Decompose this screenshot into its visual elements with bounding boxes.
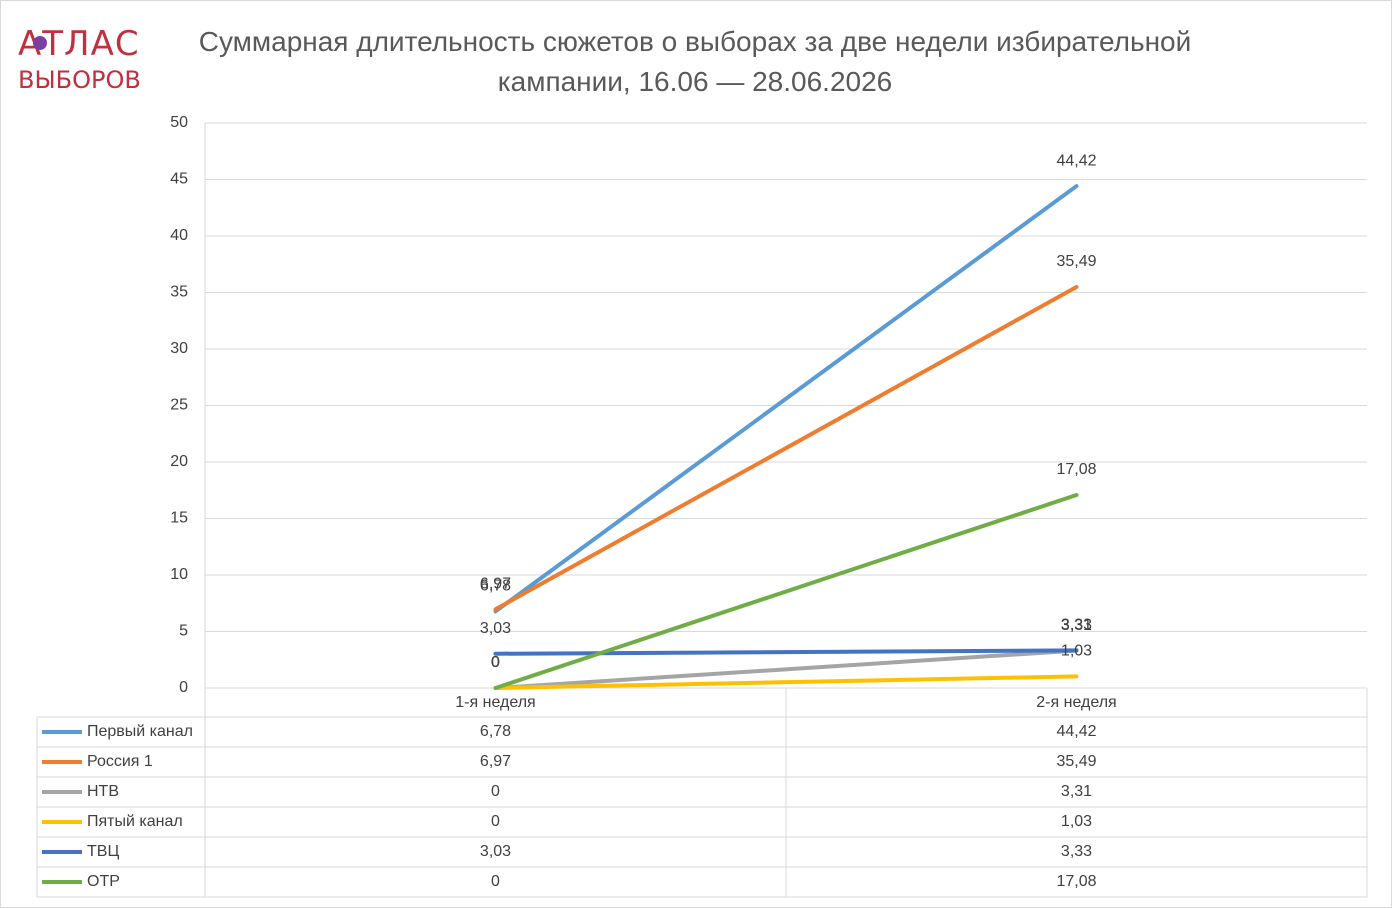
- logo-icon: [33, 36, 47, 50]
- legend-label: Россия 1: [87, 753, 153, 770]
- data-label: 0: [491, 654, 500, 671]
- series-line: [493, 648, 1079, 690]
- legend-label: Первый канал: [87, 723, 193, 740]
- y-tick-label: 15: [170, 510, 188, 527]
- legend-label: НТВ: [87, 783, 119, 800]
- series-line: [493, 648, 1079, 656]
- y-tick-label: 30: [170, 340, 188, 357]
- table-cell: 0: [491, 873, 500, 890]
- logo-bottom: ВЫБОРОВ: [18, 66, 141, 94]
- data-label: 3,03: [480, 620, 511, 637]
- table-cell: 0: [491, 783, 500, 800]
- series-line: [493, 284, 1079, 612]
- y-tick-label: 0: [179, 679, 188, 696]
- x-tick-label: 1-я неделя: [455, 694, 535, 711]
- table-cell: 0: [491, 813, 500, 830]
- data-label: 6,78: [480, 578, 511, 595]
- y-tick-label: 5: [179, 623, 188, 640]
- data-label: 0: [491, 654, 500, 671]
- data-label: 0: [491, 654, 500, 671]
- table-cell: 3,31: [1061, 783, 1092, 800]
- data-label: 17,08: [1056, 461, 1096, 478]
- y-tick-label: 10: [170, 566, 188, 583]
- table-cell: 6,78: [480, 723, 511, 740]
- table-cell: 3,33: [1061, 843, 1092, 860]
- series-line: [493, 674, 1079, 690]
- y-tick-label: 20: [170, 453, 188, 470]
- legend-label: ТВЦ: [87, 843, 119, 860]
- table-cell: 17,08: [1056, 873, 1096, 890]
- series-line: [493, 492, 1079, 690]
- legend-label: Пятый канал: [87, 813, 183, 830]
- data-label: 3,33: [1061, 617, 1092, 634]
- chart-title: Суммарная длительность сюжетов о выборах…: [198, 26, 1192, 97]
- data-label: 3,31: [1061, 617, 1092, 634]
- data-label: 1,03: [1061, 643, 1092, 660]
- table-cell: 6,97: [480, 753, 511, 770]
- y-tick-label: 50: [170, 114, 188, 131]
- data-label: 6,97: [480, 575, 511, 592]
- legend-label: ОТР: [87, 873, 120, 890]
- y-tick-label: 45: [170, 171, 188, 188]
- series-line: [493, 184, 1079, 614]
- y-tick-label: 25: [170, 397, 188, 414]
- y-tick-label: 35: [170, 284, 188, 301]
- table-cell: 44,42: [1056, 723, 1096, 740]
- x-tick-label: 2-я неделя: [1036, 694, 1116, 711]
- table-cell: 35,49: [1056, 753, 1096, 770]
- y-tick-label: 40: [170, 227, 188, 244]
- data-label: 35,49: [1056, 253, 1096, 270]
- table-cell: 1,03: [1061, 813, 1092, 830]
- table-cell: 3,03: [480, 843, 511, 860]
- data-label: 44,42: [1056, 152, 1096, 169]
